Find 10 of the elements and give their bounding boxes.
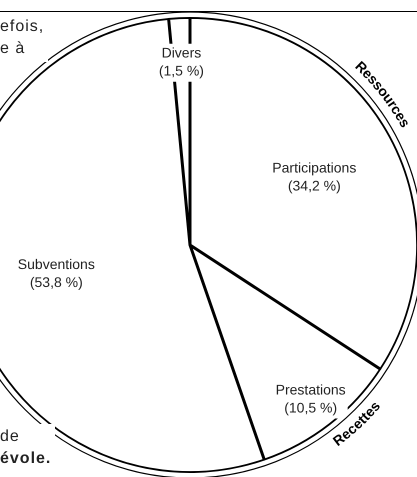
slice-label: Subventions [18,256,95,272]
slice-label: Divers [162,44,202,61]
data-label: (10,5 %) [284,399,338,416]
data-label: (53,8 %) [30,274,83,290]
slice-label: Participations [272,160,356,176]
text: de évole. [0,427,52,469]
data-label: (1,5 %) [158,62,204,79]
text: efois, e à [0,17,44,59]
data-label: (34,2 %) [288,178,341,194]
slice-label: Prestations [276,381,346,398]
